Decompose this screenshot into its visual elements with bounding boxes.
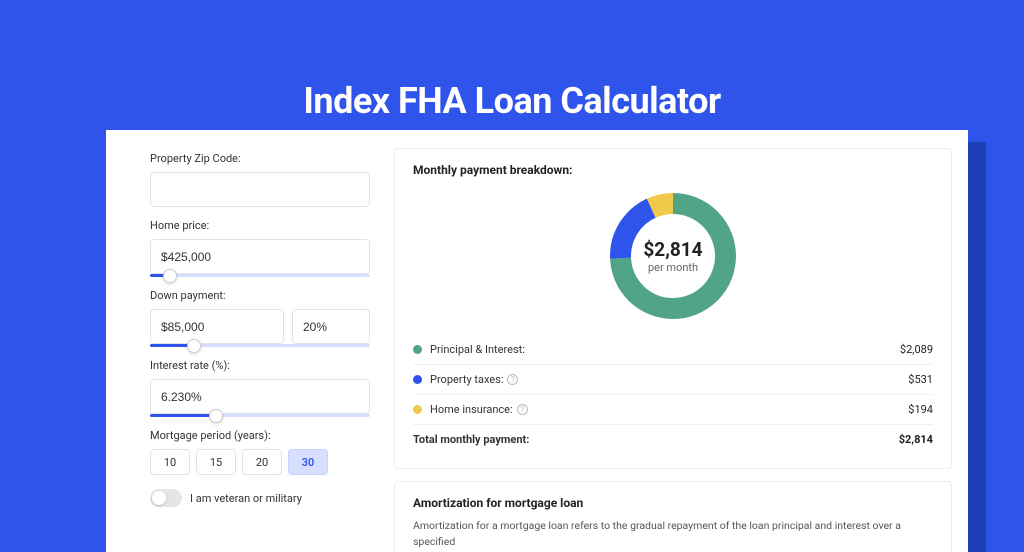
page-title: Index FHA Loan Calculator xyxy=(0,0,1024,122)
total-value: $2,814 xyxy=(899,433,933,446)
period-button-30[interactable]: 30 xyxy=(288,449,328,475)
donut-sub: per month xyxy=(648,261,698,274)
veteran-toggle[interactable] xyxy=(150,489,182,507)
zip-field: Property Zip Code: xyxy=(150,152,370,207)
total-label: Total monthly payment: xyxy=(413,433,899,446)
donut-chart: $2,814 per month xyxy=(610,193,736,319)
slider-thumb[interactable] xyxy=(209,409,223,423)
amortization-panel: Amortization for mortgage loan Amortizat… xyxy=(394,481,952,552)
legend-value: $2,089 xyxy=(900,343,933,356)
zip-input[interactable] xyxy=(150,172,370,207)
down-payment-label: Down payment: xyxy=(150,289,370,302)
legend-row: Home insurance:?$194 xyxy=(413,394,933,424)
form-column: Property Zip Code: Home price: Down paym… xyxy=(122,148,378,552)
legend-value: $194 xyxy=(908,403,933,416)
info-icon[interactable]: ? xyxy=(517,404,528,415)
calculator-card: Property Zip Code: Home price: Down paym… xyxy=(106,130,968,552)
legend-dot xyxy=(413,375,422,384)
total-row: Total monthly payment: $2,814 xyxy=(413,424,933,454)
down-payment-input[interactable] xyxy=(150,309,284,344)
interest-input[interactable] xyxy=(150,379,370,414)
home-price-slider[interactable] xyxy=(150,274,370,277)
down-payment-field: Down payment: xyxy=(150,289,370,347)
legend-label: Home insurance:? xyxy=(430,403,908,416)
legend-value: $531 xyxy=(908,373,933,386)
slider-thumb[interactable] xyxy=(187,339,201,353)
breakdown-title: Monthly payment breakdown: xyxy=(413,163,933,177)
zip-label: Property Zip Code: xyxy=(150,152,370,165)
amortization-text: Amortization for a mortgage loan refers … xyxy=(413,518,933,550)
down-payment-pct-input[interactable] xyxy=(292,309,370,344)
down-payment-slider[interactable] xyxy=(150,344,370,347)
donut-wrap: $2,814 per month xyxy=(413,185,933,335)
legend-row: Principal & Interest:$2,089 xyxy=(413,335,933,364)
interest-label: Interest rate (%): xyxy=(150,359,370,372)
period-button-15[interactable]: 15 xyxy=(196,449,236,475)
period-button-10[interactable]: 10 xyxy=(150,449,190,475)
amortization-title: Amortization for mortgage loan xyxy=(413,496,933,510)
period-button-20[interactable]: 20 xyxy=(242,449,282,475)
slider-thumb[interactable] xyxy=(163,269,177,283)
legend-dot xyxy=(413,345,422,354)
legend-label: Principal & Interest: xyxy=(430,343,900,356)
home-price-field: Home price: xyxy=(150,219,370,277)
legend-dot xyxy=(413,405,422,414)
veteran-label: I am veteran or military xyxy=(190,492,302,505)
home-price-label: Home price: xyxy=(150,219,370,232)
home-price-input[interactable] xyxy=(150,239,370,274)
period-field: Mortgage period (years): 10152030 xyxy=(150,429,370,475)
period-label: Mortgage period (years): xyxy=(150,429,370,442)
veteran-row: I am veteran or military xyxy=(150,489,370,507)
interest-slider[interactable] xyxy=(150,414,370,417)
legend-label: Property taxes:? xyxy=(430,373,908,386)
donut-total: $2,814 xyxy=(643,238,702,261)
info-icon[interactable]: ? xyxy=(507,374,518,385)
legend-row: Property taxes:?$531 xyxy=(413,364,933,394)
interest-field: Interest rate (%): xyxy=(150,359,370,417)
results-column: Monthly payment breakdown: $2,814 per mo… xyxy=(378,148,952,552)
breakdown-panel: Monthly payment breakdown: $2,814 per mo… xyxy=(394,148,952,469)
